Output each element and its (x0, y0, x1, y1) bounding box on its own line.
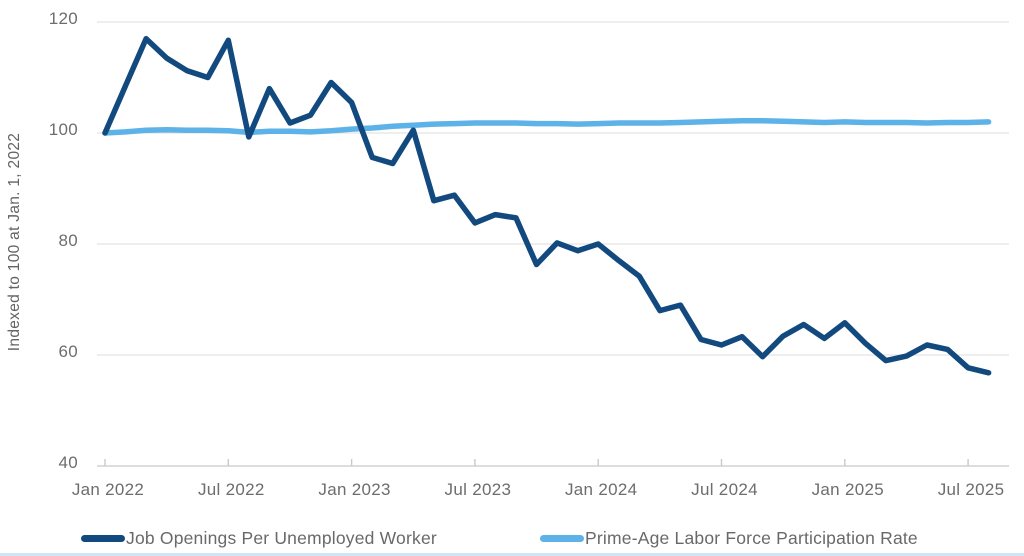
x-tick-label: Jan 2024 (565, 480, 638, 499)
y-tick-label: 120 (48, 9, 78, 28)
legend-label-job-openings: Job Openings Per Unemployed Worker (126, 528, 437, 548)
x-tick-label: Jan 2025 (811, 480, 884, 499)
chart-legend: Job Openings Per Unemployed Worker Prime… (0, 528, 1024, 548)
y-tick-label: 60 (58, 342, 78, 361)
x-tick-label: Jul 2022 (197, 480, 265, 499)
legend-item-job-openings: Job Openings Per Unemployed Worker (81, 528, 437, 549)
legend-item-lfpr: Prime-Age Labor Force Participation Rate (540, 528, 918, 549)
x-tick-label: Jul 2024 (691, 480, 758, 499)
x-tick-label: Jul 2025 (937, 480, 1005, 499)
y-tick-label: 100 (48, 120, 78, 139)
chart-svg (97, 21, 1009, 467)
legend-swatch-lfpr-line (540, 535, 584, 542)
bottom-accent-border (0, 553, 1024, 556)
series-lfpr-line (102, 118, 992, 136)
y-tick-label: 40 (58, 453, 78, 472)
y-tick-label: 80 (58, 231, 78, 250)
x-tick-label: Jul 2023 (444, 480, 512, 499)
x-tick-label: Jan 2022 (71, 480, 145, 499)
series-job-openings-line (102, 35, 992, 376)
legend-label-lfpr: Prime-Age Labor Force Participation Rate (585, 528, 918, 548)
x-tick-label: Jan 2023 (318, 480, 391, 499)
legend-swatch-job-openings-line (81, 535, 125, 542)
